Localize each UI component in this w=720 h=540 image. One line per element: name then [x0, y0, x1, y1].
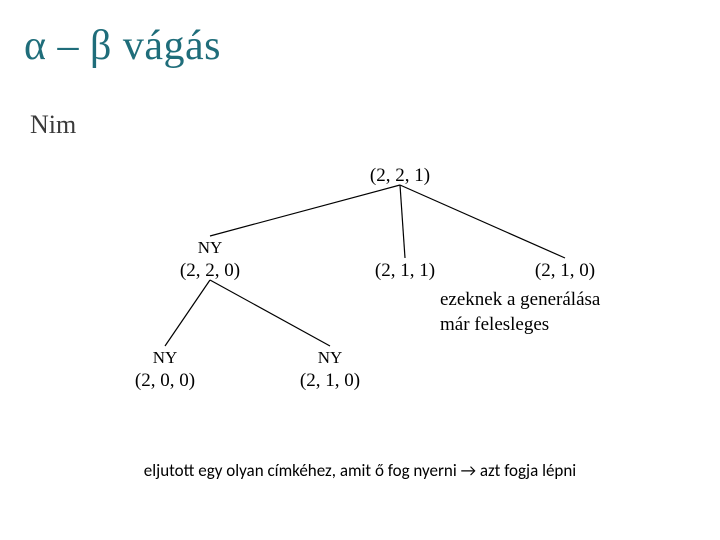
ny-label: NY: [153, 348, 178, 368]
tree-diagram: (2, 2, 1)(2, 2, 0)NY(2, 1, 1)(2, 1, 0)(2…: [0, 0, 720, 540]
ny-label: NY: [318, 348, 343, 368]
side-note: ezeknek a generálásamár felesleges: [440, 288, 600, 337]
tree-node: (2, 0, 0): [135, 370, 195, 392]
ny-label: NY: [198, 238, 223, 258]
tree-node: (2, 1, 0): [300, 370, 360, 392]
tree-node: (2, 1, 0): [535, 260, 595, 282]
tree-node: (2, 1, 1): [375, 260, 435, 282]
tree-node: (2, 2, 0): [180, 260, 240, 282]
tree-node: (2, 2, 1): [370, 165, 430, 187]
caption: eljutott egy olyan címkéhez, amit ő fog …: [0, 460, 720, 481]
tree-edges: [0, 0, 720, 540]
